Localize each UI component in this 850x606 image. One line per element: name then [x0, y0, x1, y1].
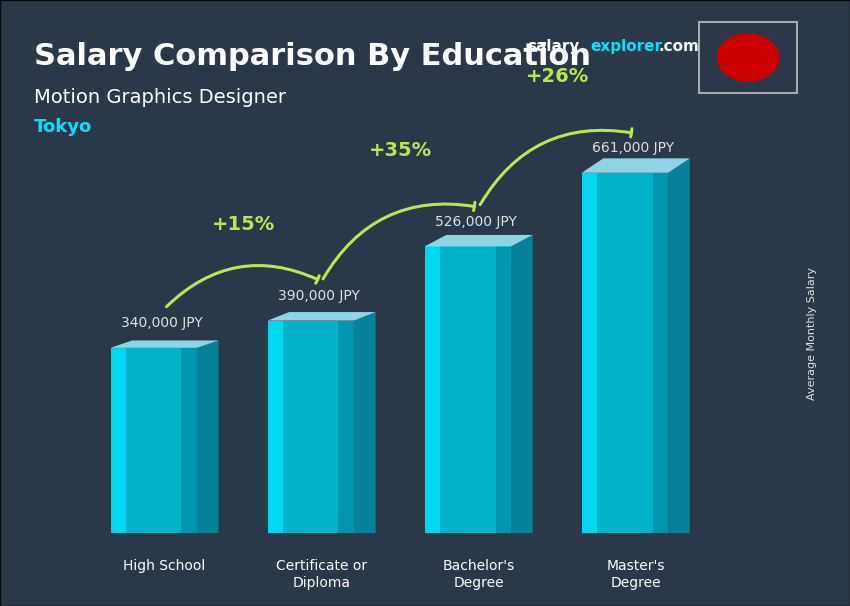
Text: +35%: +35% [369, 141, 432, 160]
Bar [496, 247, 511, 533]
Bar [110, 348, 197, 533]
Text: .com: .com [659, 39, 700, 55]
Text: Certificate or
Diploma: Certificate or Diploma [276, 559, 367, 590]
Bar [581, 173, 598, 533]
Text: +15%: +15% [212, 215, 275, 234]
Text: explorer: explorer [591, 39, 663, 55]
Text: 390,000 JPY: 390,000 JPY [278, 289, 360, 303]
Text: Master's
Degree: Master's Degree [607, 559, 665, 590]
Polygon shape [581, 158, 689, 173]
Bar [338, 321, 354, 533]
Circle shape [717, 34, 779, 81]
Polygon shape [668, 158, 689, 533]
Bar [110, 348, 126, 533]
Text: 340,000 JPY: 340,000 JPY [121, 316, 202, 330]
Bar [181, 348, 197, 533]
Text: 661,000 JPY: 661,000 JPY [592, 141, 674, 155]
Polygon shape [425, 235, 533, 247]
Bar [268, 321, 283, 533]
Bar [425, 247, 440, 533]
Polygon shape [268, 312, 376, 321]
Text: Average Monthly Salary: Average Monthly Salary [807, 267, 817, 400]
Text: salary: salary [527, 39, 580, 55]
Text: Motion Graphics Designer: Motion Graphics Designer [34, 88, 286, 107]
Polygon shape [511, 235, 533, 533]
Text: +26%: +26% [525, 67, 589, 86]
Polygon shape [354, 312, 376, 533]
Text: High School: High School [123, 559, 206, 573]
Bar [425, 247, 511, 533]
Polygon shape [197, 341, 218, 533]
Text: Tokyo: Tokyo [34, 118, 93, 136]
Bar [268, 321, 354, 533]
Text: 526,000 JPY: 526,000 JPY [435, 215, 517, 229]
Text: Bachelor's
Degree: Bachelor's Degree [443, 559, 515, 590]
Polygon shape [110, 341, 218, 348]
Bar [581, 173, 668, 533]
Bar [653, 173, 668, 533]
Text: Salary Comparison By Education: Salary Comparison By Education [34, 42, 591, 72]
